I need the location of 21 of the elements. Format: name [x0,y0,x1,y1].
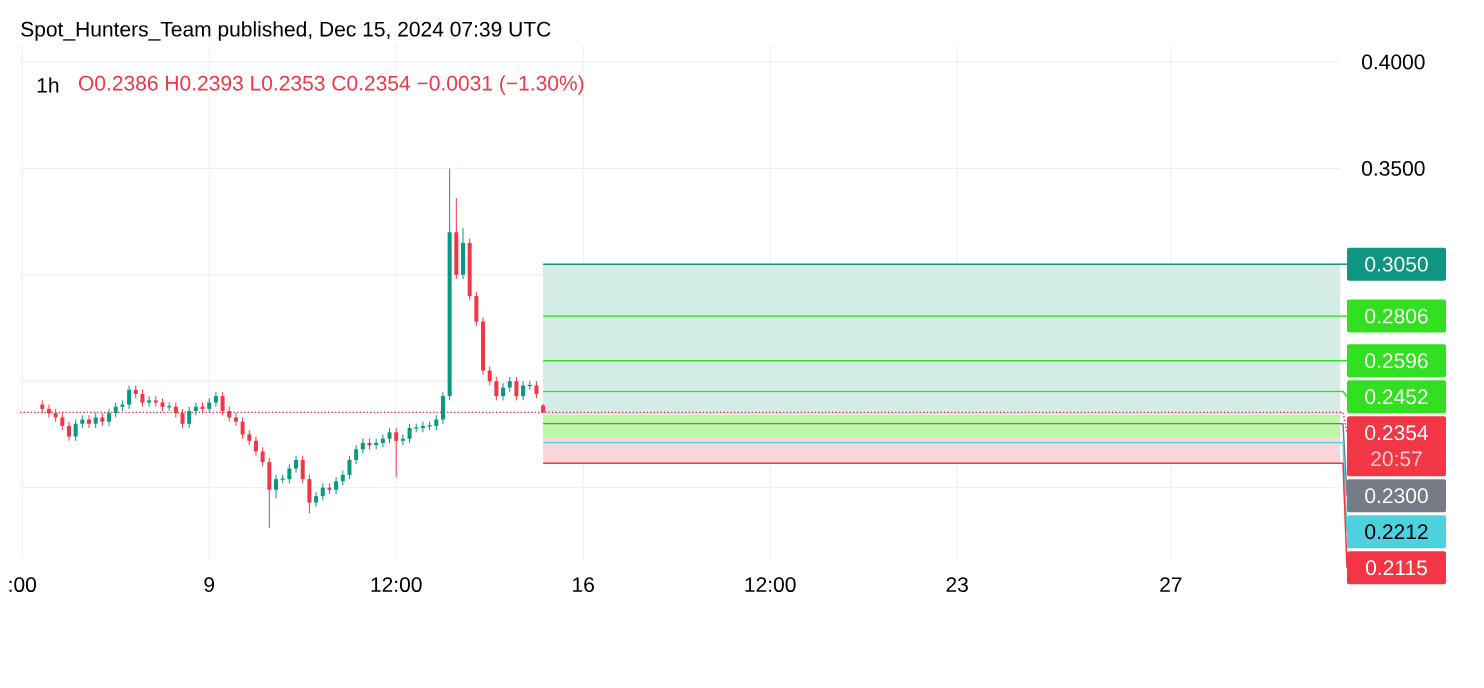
ref-line-label: 0.2596 [1365,353,1428,369]
ref-line-label: 0.2212 [1365,524,1428,540]
x-tick-label: 23 [946,577,968,593]
ref-line-label: 0.2452 [1365,389,1428,405]
text: 1h [37,77,59,93]
x-tick-label: 12:00 [745,577,796,593]
x-tick-label: :00 [9,577,37,593]
x-tick-label: 9 [204,577,215,593]
y-tick-label: 0.3500 [1362,160,1425,176]
y-tick-label: 0.4000 [1362,54,1425,70]
ref-line-label: 0.2806 [1365,308,1428,324]
x-tick-label: 27 [1160,577,1182,592]
x-tick-label: 12:00 [371,577,422,593]
x-tick-label: 16 [573,577,594,593]
ref-line-label: 0.3050 [1365,256,1428,272]
text: Spot_Hunters_Team published, Dec 15, 2024 07:39 UTC [21,21,551,41]
ref-line-label: 0.2115 [1365,560,1427,576]
text: 20:57 [1371,451,1422,467]
legend-label: 0.2354 [1365,425,1428,441]
text: O0.2386 H0.2393 L0.2353 C0.2354 −0.0031 (−1.30%) [78,75,584,95]
ref-line-label: 0.2300 [1365,488,1428,504]
